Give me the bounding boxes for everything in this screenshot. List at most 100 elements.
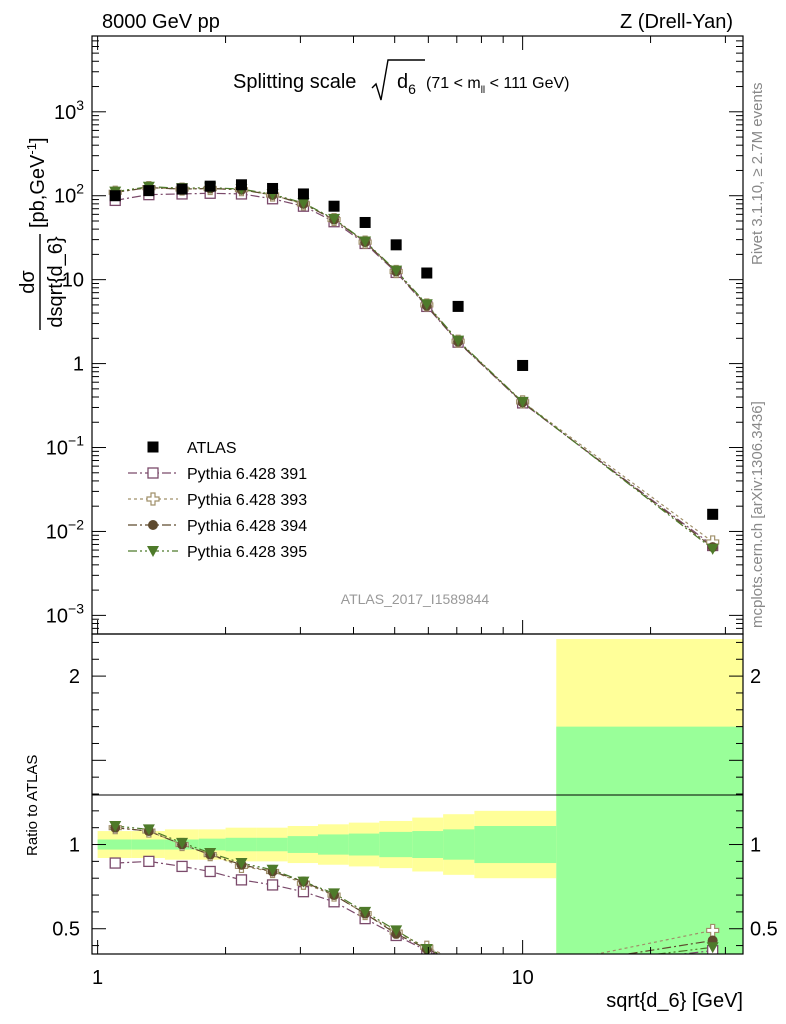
stat-band-bin: [556, 726, 743, 954]
x-tick-label: 10: [512, 967, 534, 989]
ratio-1-point: [176, 860, 188, 873]
atlas-data-point: [390, 239, 402, 251]
y-label-unit: [pb,GeV-1]: [24, 137, 49, 228]
legend-label: Pythia 6.428 395: [187, 544, 307, 561]
ratio-1-point: [143, 855, 155, 868]
y-tick-label-base: 10: [62, 270, 84, 292]
stat-band-bin: [97, 839, 132, 850]
ratio-4-point: [706, 942, 719, 954]
y-tick-label: 10−1: [46, 433, 84, 460]
ratio-y-axis-label: Ratio to ATLAS: [24, 755, 41, 856]
y-label-unit-text: [pb,GeV: [27, 154, 49, 228]
stat-band-bin: [379, 831, 413, 858]
y-label-unit-close: ]: [27, 137, 49, 143]
stat-band-bin: [287, 836, 318, 853]
stat-band-bin: [198, 838, 226, 851]
title-main: Splitting scale: [233, 71, 356, 93]
y-tick-label: 10: [62, 270, 84, 292]
y-tick-label-base: 10: [46, 438, 68, 460]
y-label-unit-sup: -1: [24, 143, 39, 155]
legend: ATLAS Pythia 6.428 391 Pythia 6.428 393 Pyt…: [128, 440, 307, 561]
ratio-4-point: [235, 858, 248, 870]
chart-title: Splitting scale: [233, 71, 356, 93]
ratio-4-point: [109, 821, 122, 832]
series-4-point: [706, 543, 719, 555]
ratio-4-point: [204, 847, 217, 859]
mcplots-label: mcplots.cern.ch [arXiv:1306.3436]: [749, 401, 766, 628]
atlas-data-point: [297, 188, 309, 200]
y-tick-label: 103: [54, 97, 84, 124]
ratio-4-point: [420, 943, 433, 954]
atlas-data-point: [267, 182, 279, 194]
ratio-1-point: [266, 879, 279, 891]
atlas-data-point: [143, 185, 155, 197]
atlas-data-point: [421, 267, 433, 279]
header-process-label: Z (Drell-Yan): [620, 11, 733, 33]
y-tick-label-exp: −1: [68, 433, 84, 449]
legend-marker: [147, 441, 159, 453]
ratio-1-point: [204, 865, 216, 878]
stat-band-bin: [317, 834, 349, 855]
legend-label: Pythia 6.428 393: [187, 492, 307, 509]
title-sqrt-symbol: [371, 59, 425, 101]
ratio-uncertainty-bands: [97, 639, 743, 954]
series-4-point: [359, 236, 372, 248]
series-4-point: [297, 197, 310, 209]
atlas-data-point: [359, 216, 371, 228]
y-tick-label: 1: [73, 354, 84, 376]
main-panel-series: [108, 179, 720, 555]
y-tick-label-exp: 2: [76, 181, 84, 197]
ratio-4-point: [452, 956, 464, 967]
ratio-tick-label-left: 2: [69, 666, 80, 688]
header-beam-label: 8000 GeV pp: [102, 11, 220, 33]
stat-band-bin: [225, 837, 257, 852]
ratio-3-point: [453, 957, 463, 967]
legend-label: Pythia 6.428 394: [187, 518, 307, 535]
atlas-data-point: [235, 179, 247, 191]
stat-band-bin: [443, 829, 475, 860]
atlas-data-point: [452, 300, 464, 312]
stat-band-bin: [412, 831, 444, 858]
y-label-denominator: dsqrt{d_6}: [45, 236, 67, 328]
x-axis-label: sqrt{d_6} [GeV]: [606, 990, 743, 1012]
legend-marker: [148, 520, 158, 530]
atlas-data-point: [707, 508, 719, 520]
ratio-tick-label-right: 1: [750, 835, 761, 857]
ratio-4-point: [390, 925, 403, 937]
stat-band-bin: [474, 826, 557, 864]
ratio-4-point: [176, 837, 189, 849]
analysis-id-label: ATLAS_2017_I1589844: [341, 591, 490, 607]
ratio-1-point: [109, 857, 121, 869]
y-tick-label: 102: [54, 181, 84, 208]
ratio-4-point: [328, 888, 341, 900]
ratio-tick-label-left: 0.5: [52, 919, 80, 941]
y-tick-label-base: 10: [46, 521, 68, 543]
title-var-sub: 6: [408, 81, 416, 97]
series-line-2: [115, 186, 714, 543]
ratio-1-point: [453, 957, 463, 967]
rivet-version-label: Rivet 3.1.10, ≥ 2.7M events: [749, 83, 766, 266]
atlas-data-point: [517, 359, 529, 371]
legend-marker: [147, 467, 159, 479]
legend-label: ATLAS: [187, 440, 237, 457]
series-4-point: [516, 396, 529, 408]
ratio-4-point: [266, 864, 279, 876]
ratio-1-point: [235, 874, 248, 886]
y-tick-label-base: 1: [73, 354, 84, 376]
y-tick-label-exp: −2: [68, 516, 84, 532]
ratio-tick-label-right: 2: [750, 666, 761, 688]
x-tick-label: 1: [92, 967, 103, 989]
y-tick-label-base: 10: [54, 102, 76, 124]
ratio-4-point: [297, 876, 310, 888]
series-4-point: [420, 299, 433, 311]
atlas-data-point: [204, 180, 216, 192]
series-4-point: [328, 213, 341, 225]
y-label-numerator: dσ: [17, 270, 39, 294]
stat-band-bin: [348, 833, 380, 856]
stat-band-bin: [131, 839, 165, 850]
atlas-data-point: [109, 190, 121, 202]
atlas-data-point: [176, 183, 188, 195]
legend-marker: [147, 546, 159, 557]
title-variable: d6: [397, 71, 416, 97]
